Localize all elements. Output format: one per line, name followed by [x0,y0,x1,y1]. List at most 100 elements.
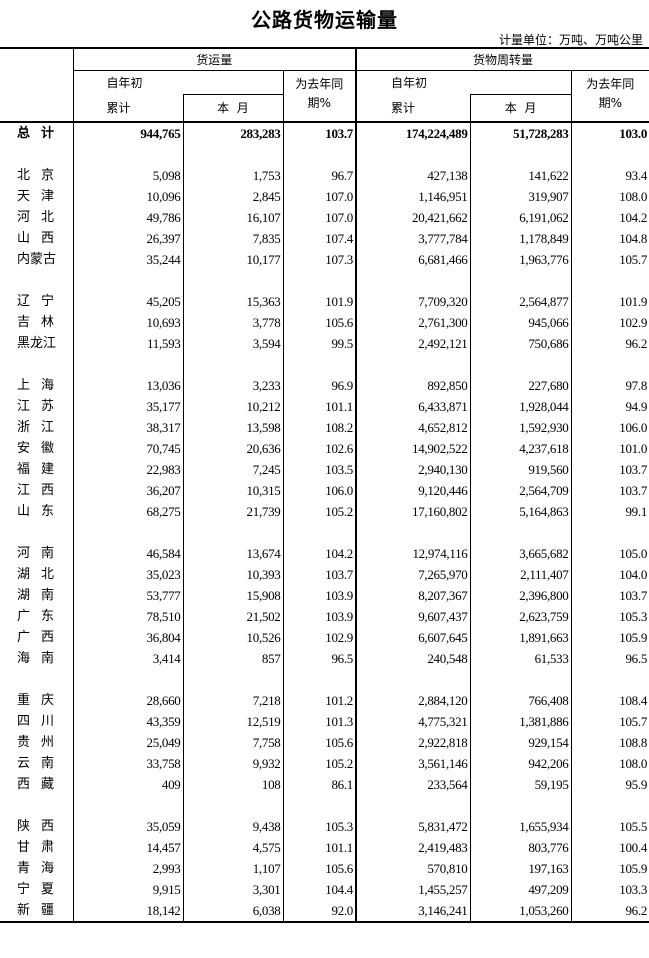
region-name: 上海 [17,377,55,393]
volume-month-cell: 15,363 [182,290,283,312]
empty-cell [182,353,283,375]
region-name: 云南 [17,755,55,771]
turnover-month-cell: 319,907 [469,185,572,207]
region-name: 北京 [17,167,55,183]
region-name: 四川 [17,713,55,729]
turnover-month-cell: 227,680 [469,374,572,396]
table-row: 广东 78,510 21,502 103.9 9,607,437 2,623,759 105… [0,605,649,627]
volume-yoy-cell: 103.9 [282,605,357,627]
volume-month-cell: 10,177 [182,248,283,270]
table-row: 河北 49,786 16,107 107.0 20,421,662 6,191,062 10… [0,206,649,228]
turnover-month-cell: 766,408 [469,689,572,711]
region-name: 河北 [17,209,55,225]
volume-ytd-cell: 53,777 [72,584,183,606]
region-name: 浙江 [17,419,55,435]
volume-ytd-cell: 35,244 [72,248,183,270]
turnover-ytd-cell: 1,455,257 [355,878,471,900]
spacer-row [0,794,649,816]
volume-ytd-cell: 18,142 [72,899,183,922]
region-name: 福建 [17,461,55,477]
table-row: 海南 3,414 857 96.5 240,548 61,533 96.5 [0,647,649,669]
turnover-ytd-cell: 2,419,483 [355,836,471,858]
turnover-ytd-top: 自年初 [355,70,572,95]
yoy-top: 为去年同 [586,77,635,91]
volume-yoy-cell: 105.6 [282,311,357,333]
region-name: 湖北 [17,566,55,582]
empty-cell [282,269,357,291]
volume-ytd-cell: 26,397 [72,227,183,249]
volume-month-cell: 3,233 [182,374,283,396]
volume-ytd-cell: 68,275 [72,500,183,522]
turnover-yoy-cell: 108.0 [570,185,649,207]
turnover-month-cell: 4,237,618 [469,437,572,459]
volume-month-cell: 10,212 [182,395,283,417]
region-name: 总计 [17,125,55,141]
empty-cell [469,794,572,816]
turnover-ytd-cell: 4,775,321 [355,710,471,732]
turnover-this-month: 本 月 [469,94,572,122]
volume-month-cell: 857 [182,647,283,669]
yoy-bottom: 期% [307,96,331,110]
empty-cell [282,794,357,816]
volume-month-cell: 4,575 [182,836,283,858]
volume-month-cell: 15,908 [182,584,283,606]
turnover-month-cell: 59,195 [469,773,572,795]
volume-month-cell: 12,519 [182,710,283,732]
volume-month-cell: 20,636 [182,437,283,459]
table-row: 西藏 409 108 86.1 233,564 59,195 95.9 [0,773,649,795]
turnover-yoy-cell: 108.4 [570,689,649,711]
turnover-ytd-cell: 240,548 [355,647,471,669]
volume-ytd-cell: 25,049 [72,731,183,753]
volume-ytd-cell: 35,059 [72,815,183,837]
empty-cell [570,353,649,375]
turnover-header: 货物周转量 [355,48,649,71]
region-name: 山东 [17,503,55,519]
empty-cell [355,353,471,375]
turnover-ytd-cell: 7,265,970 [355,563,471,585]
volume-ytd-cell: 35,177 [72,395,183,417]
turnover-month-cell: 2,623,759 [469,605,572,627]
turnover-ytd-cell: 8,207,367 [355,584,471,606]
turnover-ytd-cumulative: 累计 [355,94,471,122]
table-row: 四川 43,359 12,519 101.3 4,775,321 1,381,886 105… [0,710,649,732]
empty-cell [570,521,649,543]
turnover-month-cell: 1,963,776 [469,248,572,270]
turnover-ytd-cell: 3,561,146 [355,752,471,774]
empty-cell [72,794,183,816]
volume-yoy-cell: 105.6 [282,731,357,753]
region-name: 贵州 [17,734,55,750]
volume-yoy-header: 为去年同期% [282,70,357,123]
turnover-month-cell: 1,891,663 [469,626,572,648]
volume-ytd-cumulative: 累计 [72,94,183,122]
turnover-ytd-cell: 6,681,466 [355,248,471,270]
volume-month-cell: 9,438 [182,815,283,837]
table-row: 江西 36,207 10,315 106.0 9,120,446 2,564,709 103… [0,479,649,501]
region-name: 吉林 [17,314,55,330]
turnover-month-cell: 942,206 [469,752,572,774]
empty-cell [0,354,73,375]
region-name: 内蒙古 [17,251,57,267]
turnover-month-cell: 1,053,260 [469,899,572,922]
empty-cell [355,794,471,816]
yoy-top: 为去年同 [295,77,344,91]
volume-yoy-cell: 101.1 [282,836,357,858]
volume-month-cell: 21,739 [182,500,283,522]
empty-cell [72,143,183,165]
volume-yoy-cell: 103.7 [282,563,357,585]
volume-ytd-cell: 22,983 [72,458,183,480]
volume-yoy-cell: 105.2 [282,752,357,774]
table-row: 福建 22,983 7,245 103.5 2,940,130 919,560 103.7 [0,458,649,480]
turnover-ytd-cell: 7,709,320 [355,290,471,312]
region-name: 宁夏 [17,881,55,897]
region-name: 西藏 [17,776,55,792]
volume-yoy-cell: 101.1 [282,395,357,417]
table-row: 黑龙江 11,593 3,594 99.5 2,492,121 750,686 96.2 [0,332,649,354]
volume-yoy-cell: 107.4 [282,227,357,249]
turnover-yoy-cell: 106.0 [570,416,649,438]
volume-month-cell: 9,932 [182,752,283,774]
table-row: 贵州 25,049 7,758 105.6 2,922,818 929,154 108.8 [0,731,649,753]
volume-yoy-cell: 104.2 [282,542,357,564]
volume-month-cell: 10,526 [182,626,283,648]
volume-ytd-cell: 944,765 [72,121,183,144]
volume-this-month: 本 月 [182,94,283,122]
